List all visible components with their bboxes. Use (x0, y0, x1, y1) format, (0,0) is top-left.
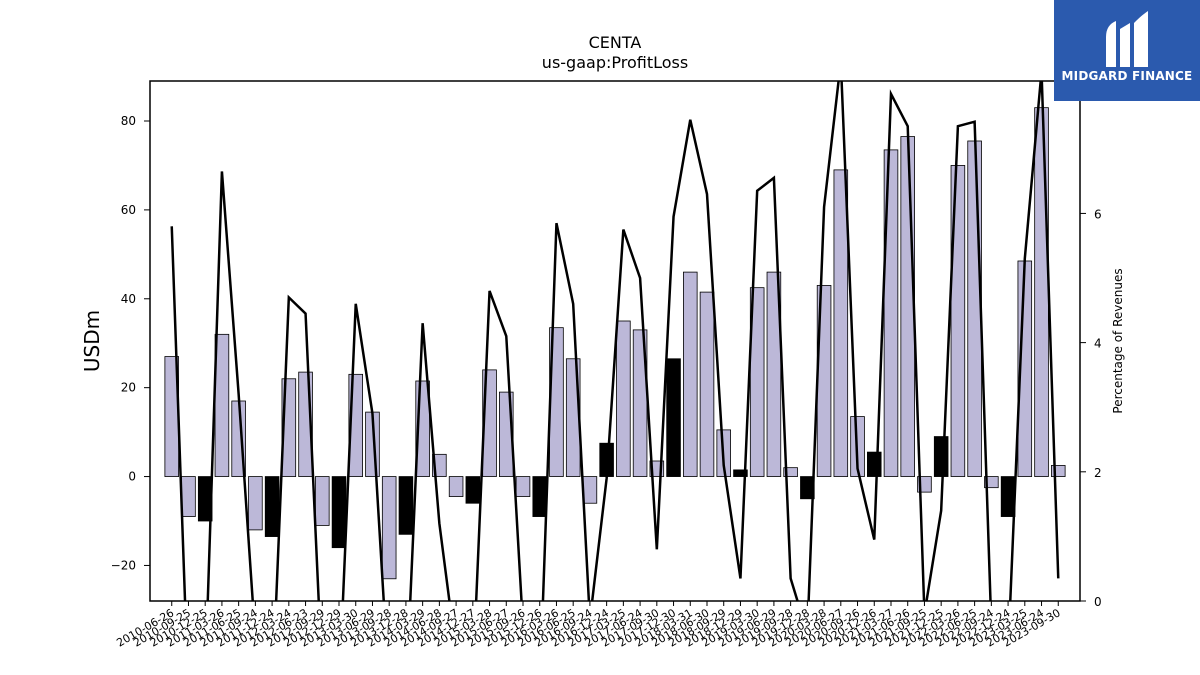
bar (381, 476, 397, 580)
x-axis: 2010-06-262010-09-252010-12-252011-03-26… (114, 601, 1063, 650)
chart-title: CENTA (589, 33, 642, 52)
bar (214, 333, 230, 477)
bar (398, 476, 414, 535)
bar (616, 320, 631, 477)
bar (933, 436, 949, 477)
bar (248, 476, 263, 531)
y2-axis-label: Percentage of Revenues (1111, 268, 1125, 413)
y2-tick-label: 2 (1094, 466, 1102, 480)
bar (315, 476, 330, 526)
midgard-logo-icon (1106, 11, 1148, 67)
plot-frame (149, 80, 1081, 602)
bar (900, 136, 915, 477)
bar (733, 469, 748, 477)
bar (749, 287, 765, 477)
brand-name: MIDGARD FINANCE (1061, 69, 1193, 83)
y-tick-label: 0 (128, 470, 136, 484)
y-tick-label: 20 (121, 381, 136, 395)
brand-logo: MIDGARD FINANCE (1054, 0, 1200, 101)
bar (783, 467, 798, 477)
y2-tick-label: 4 (1094, 337, 1102, 351)
bar (181, 476, 196, 517)
y-axis-left: −20 0 20 40 60 80 (111, 114, 150, 572)
bar (1051, 465, 1066, 477)
bar (699, 291, 715, 477)
bar (465, 476, 481, 504)
bar (666, 358, 681, 477)
bar (331, 476, 347, 549)
y-tick-label: 60 (121, 203, 136, 217)
y-tick-label: 40 (121, 292, 136, 306)
bar (683, 271, 698, 477)
y-axis-label: USDm (80, 310, 104, 372)
bar (264, 476, 280, 537)
bar (532, 476, 547, 517)
line-layer (170, 81, 1060, 601)
bar (515, 476, 531, 497)
bar (883, 149, 899, 477)
y-tick-label: −20 (111, 558, 136, 572)
bar (967, 140, 982, 477)
bar (766, 271, 782, 477)
bar (1034, 107, 1049, 477)
y-tick-label: 80 (121, 114, 136, 128)
bar (950, 165, 966, 477)
y2-tick-label: 6 (1094, 207, 1102, 221)
y-axis-right: 02468 (1080, 78, 1102, 609)
y2-tick-label: 0 (1094, 595, 1102, 609)
chart-subtitle: us-gaap:ProfitLoss (542, 53, 688, 72)
bar (984, 476, 999, 489)
bar (448, 476, 464, 497)
bar (833, 169, 849, 477)
bar (582, 476, 598, 504)
series-line (170, 81, 1060, 601)
bar (867, 451, 882, 477)
